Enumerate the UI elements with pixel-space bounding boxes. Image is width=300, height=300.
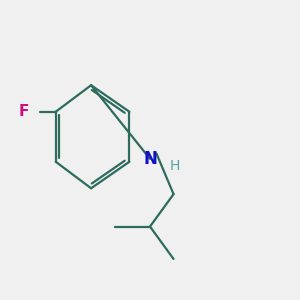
Text: H: H <box>169 159 179 173</box>
Text: F: F <box>19 104 29 119</box>
Text: N: N <box>143 150 157 168</box>
